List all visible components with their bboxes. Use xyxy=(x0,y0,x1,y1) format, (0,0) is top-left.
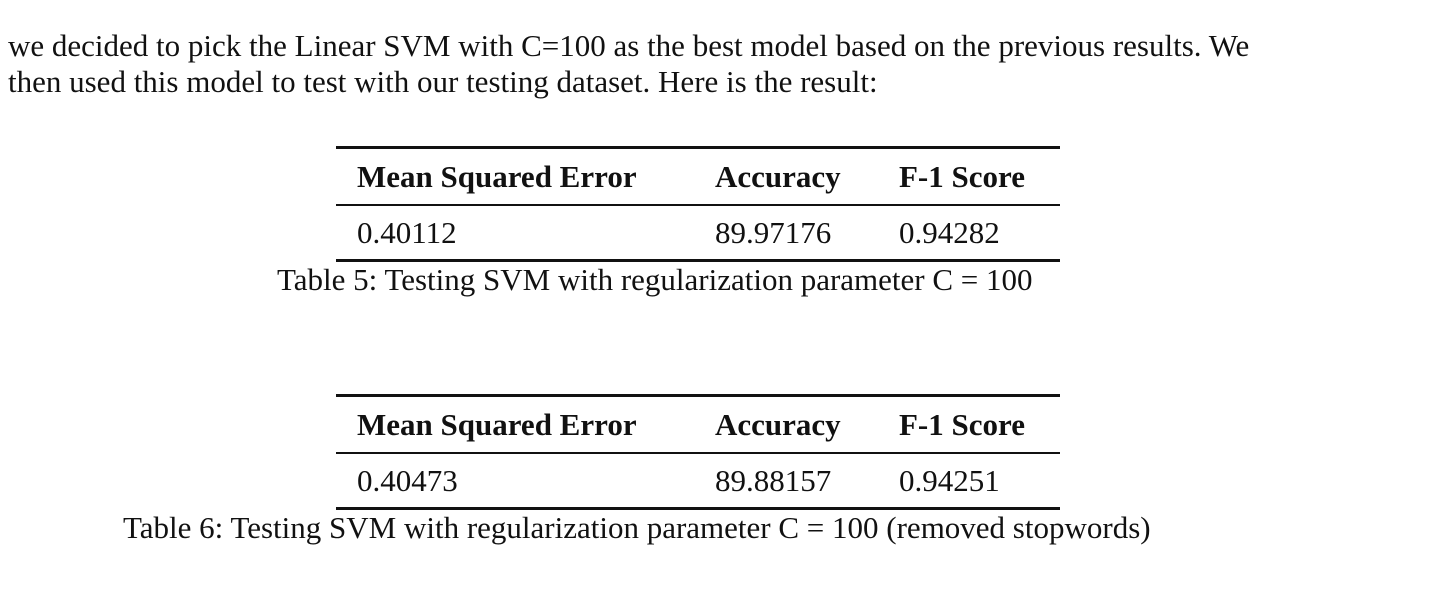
paragraph-line-2: then used this model to test with our te… xyxy=(8,64,878,99)
table-5-caption: Table 5: Testing SVM with regularization… xyxy=(277,262,1033,297)
table-header-row: Mean Squared Error Accuracy F-1 Score xyxy=(336,395,1060,453)
cell-mse: 0.40112 xyxy=(357,214,457,250)
cell-accuracy: 89.97176 xyxy=(715,214,832,250)
cell-accuracy: 89.88157 xyxy=(715,462,832,498)
header-f1: F-1 Score xyxy=(899,406,1025,442)
cell-mse: 0.40473 xyxy=(357,462,458,498)
table-row: 0.40112 89.97176 0.94282 xyxy=(336,205,1060,261)
paragraph-line-1: we decided to pick the Linear SVM with C… xyxy=(8,28,1250,63)
table-5: Mean Squared Error Accuracy F-1 Score 0.… xyxy=(336,146,1060,262)
table-6-caption: Table 6: Testing SVM with regularization… xyxy=(123,510,1151,545)
body-paragraph: we decided to pick the Linear SVM with C… xyxy=(8,28,1438,100)
header-accuracy: Accuracy xyxy=(715,158,841,194)
table-header-row: Mean Squared Error Accuracy F-1 Score xyxy=(336,147,1060,205)
header-accuracy: Accuracy xyxy=(715,406,841,442)
table-6: Mean Squared Error Accuracy F-1 Score 0.… xyxy=(336,394,1060,510)
results-table: Mean Squared Error Accuracy F-1 Score 0.… xyxy=(336,146,1060,262)
results-table: Mean Squared Error Accuracy F-1 Score 0.… xyxy=(336,394,1060,510)
cell-f1: 0.94251 xyxy=(899,462,1000,498)
cell-f1: 0.94282 xyxy=(899,214,1000,250)
header-f1: F-1 Score xyxy=(899,158,1025,194)
header-mse: Mean Squared Error xyxy=(357,158,637,194)
table-row: 0.40473 89.88157 0.94251 xyxy=(336,453,1060,509)
header-mse: Mean Squared Error xyxy=(357,406,637,442)
